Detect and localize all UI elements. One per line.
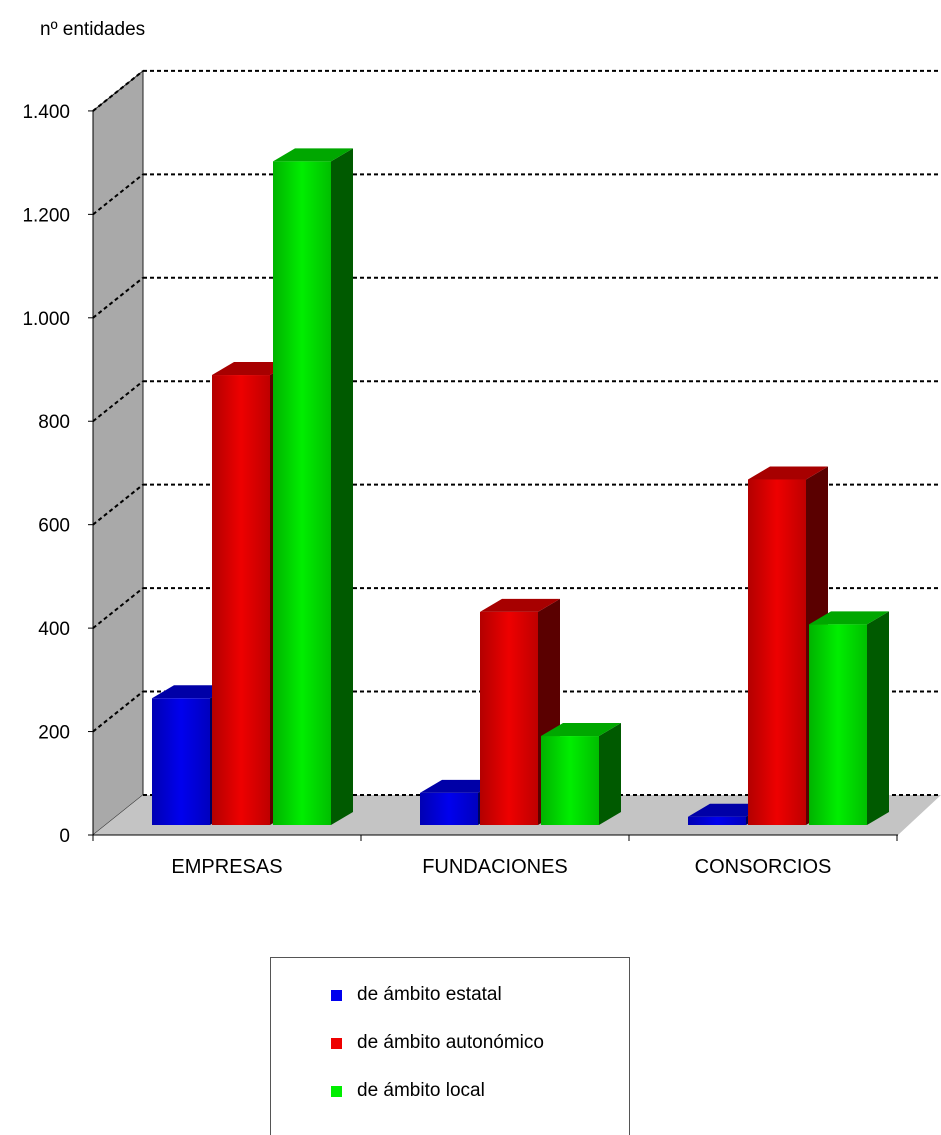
gridline-diagonal: [92, 690, 144, 733]
bar-side: [599, 723, 621, 825]
bar-top: [748, 466, 828, 480]
y-tick-label: 1.400: [22, 102, 70, 123]
legend-label-estatal: de ámbito estatal: [357, 984, 502, 1005]
bar-top: [480, 598, 560, 612]
bar-top: [273, 148, 353, 162]
y-axis-label: nº entidades: [40, 19, 145, 40]
bar-front: [212, 375, 270, 825]
bar-chart: nº entidades 0 200 400 600 800 1.000 1.200 1.40…: [22, 19, 941, 878]
bar-top: [212, 362, 292, 376]
bar-front: [541, 736, 599, 825]
legend-item-estatal: de ámbito estatal: [331, 984, 502, 1006]
bar-empresas-2: [273, 148, 353, 826]
gridline-diagonal: [92, 483, 144, 526]
y-tick-label: 200: [38, 723, 70, 744]
gridline-diagonal: [92, 587, 144, 629]
legend-swatch-estatal: [331, 989, 342, 1001]
bar-consorcios-2: [809, 611, 889, 825]
x-tick-label: CONSORCIOS: [695, 856, 832, 878]
y-tick-label: 400: [38, 619, 70, 640]
y-tick-label: 0: [59, 826, 70, 847]
bar-front: [273, 161, 331, 826]
bar-front: [748, 479, 806, 825]
bar-top: [541, 723, 621, 737]
bar-front: [480, 611, 538, 825]
bar-front: [688, 816, 746, 825]
bar-side: [867, 611, 889, 825]
legend-label-local: de ámbito local: [357, 1080, 485, 1101]
x-tick-label: EMPRESAS: [171, 856, 282, 878]
gridline-diagonal: [92, 380, 144, 423]
side-wall: [92, 69, 144, 837]
bar-front: [420, 792, 478, 825]
gridline-diagonal: [92, 277, 144, 319]
legend-swatch-autonomico: [331, 1037, 342, 1049]
bar-front: [809, 624, 867, 825]
y-tick-label: 1.200: [22, 205, 70, 226]
legend-item-local: de ámbito local: [331, 1080, 485, 1102]
bar-side: [331, 148, 353, 826]
bar-top: [809, 611, 889, 625]
gridline-diagonal: [92, 70, 144, 112]
y-tick-label: 1.000: [22, 309, 70, 330]
y-tick-label: 600: [38, 516, 70, 537]
bar-fundaciones-2: [541, 723, 621, 825]
legend-swatch-local: [331, 1085, 342, 1097]
legend-item-autonomico: de ámbito autonómico: [331, 1032, 544, 1054]
gridline-diagonal: [92, 173, 144, 216]
y-tick-label: 800: [38, 412, 70, 433]
bar-front: [152, 698, 210, 825]
legend-label-autonomico: de ámbito autonómico: [357, 1032, 544, 1053]
x-tick-label: FUNDACIONES: [422, 856, 568, 878]
legend: de ámbito estatal de ámbito autonómico d…: [270, 957, 630, 1135]
